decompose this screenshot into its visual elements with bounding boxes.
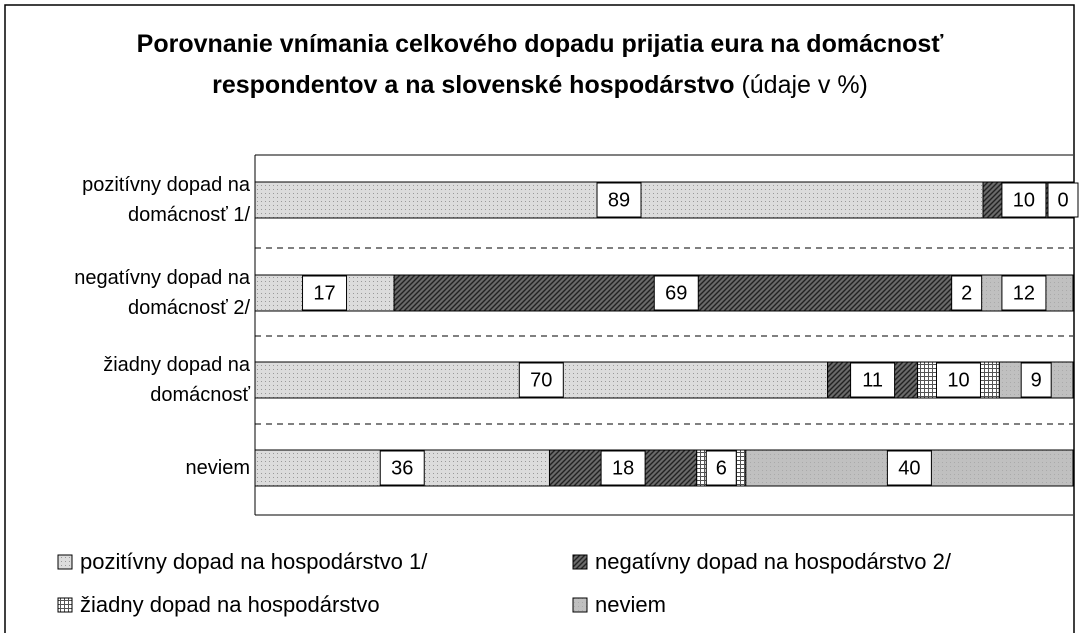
legend-label: žiadny dopad na hospodárstvo <box>80 592 380 617</box>
legend-swatch <box>572 597 588 613</box>
value-label-box <box>518 362 564 398</box>
value-label-box <box>705 450 737 486</box>
value-label: 36 <box>391 457 413 479</box>
value-label: 10 <box>947 369 969 391</box>
y-tick-label: pozitívny dopad na domácnosť 1/ <box>82 174 250 226</box>
y-tick-label: žiadny dopad na domácnosť <box>103 354 250 406</box>
value-label-box <box>1047 182 1079 218</box>
value-label-box <box>379 450 425 486</box>
value-label-box <box>951 275 983 311</box>
value-label-box <box>600 450 646 486</box>
value-label: 70 <box>530 369 552 391</box>
value-label: 89 <box>608 189 630 211</box>
value-label-box <box>596 182 642 218</box>
chart-border <box>4 4 1075 633</box>
subtitle: (údaje v %) <box>741 71 868 99</box>
value-label: 2 <box>961 282 972 304</box>
value-label: 9 <box>1031 369 1042 391</box>
value-label: 18 <box>612 457 634 479</box>
value-label-box <box>1001 182 1047 218</box>
value-label-box <box>886 450 932 486</box>
legend-swatch <box>57 554 73 570</box>
value-label: 17 <box>313 282 335 304</box>
legend-label: neviem <box>595 592 666 617</box>
separators <box>255 247 1073 425</box>
value-label: 12 <box>1013 282 1035 304</box>
title-main: Porovnanie vnímania celkového dopadu pri… <box>136 30 944 99</box>
value-label-box <box>850 362 896 398</box>
value-label-box <box>1020 362 1052 398</box>
value-label: 0 <box>1057 189 1068 211</box>
y-tick-label: neviem <box>185 457 250 479</box>
legend-label: pozitívny dopad na hospodárstvo 1/ <box>80 549 428 574</box>
value-label: 69 <box>665 282 687 304</box>
value-label: 6 <box>716 457 727 479</box>
value-label-box <box>935 362 981 398</box>
legend-label: negatívny dopad na hospodárstvo 2/ <box>595 549 952 574</box>
value-label-box <box>1001 275 1047 311</box>
value-label: 40 <box>898 457 920 479</box>
legend-swatch <box>57 597 73 613</box>
y-tick-label: negatívny dopad na domácnosť 2/ <box>74 267 250 319</box>
value-label-box <box>653 275 699 311</box>
chart-title: Porovnanie vnímania celkového dopadu pri… <box>80 24 1000 106</box>
value-label: 10 <box>1013 189 1035 211</box>
value-label-box <box>302 275 348 311</box>
legend-swatch <box>572 554 588 570</box>
value-label: 11 <box>862 369 883 391</box>
